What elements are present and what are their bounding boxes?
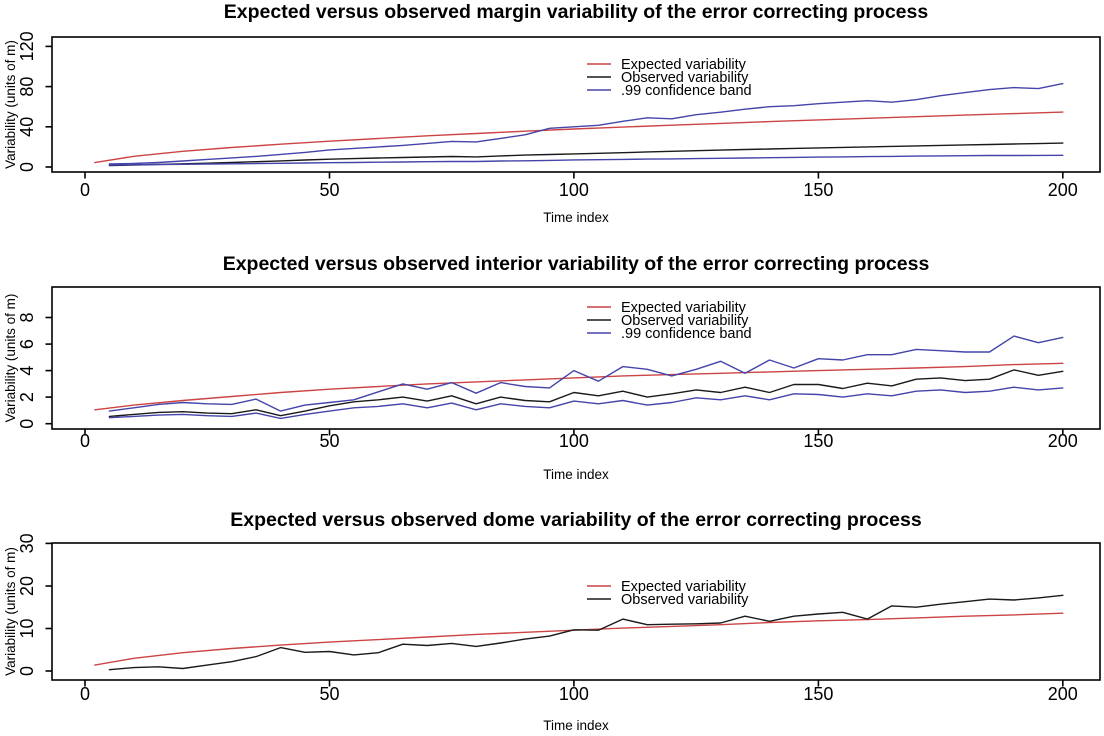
plot-box <box>51 36 1101 173</box>
series-line-observed <box>108 369 1064 418</box>
series-line-observed <box>108 594 1064 671</box>
legend-label-expected: Expected variability <box>621 57 747 73</box>
y-axis-label: Variability (units of m) <box>3 40 18 169</box>
x-tick-label: 100 <box>559 684 589 704</box>
y-tick-label: 20 <box>17 576 37 596</box>
chart-panel-interior: Expected versus observed interior variab… <box>3 253 1101 482</box>
x-tick-label: 50 <box>319 684 339 704</box>
series-line-expected <box>94 111 1064 164</box>
x-axis-label: Time index <box>543 467 609 482</box>
legend-label-band: .99 confidence band <box>621 326 752 342</box>
y-tick-label: 40 <box>17 117 37 137</box>
plot-box <box>51 286 1101 430</box>
y-tick-label: 0 <box>17 419 37 429</box>
x-axis-label: Time index <box>543 718 609 733</box>
y-tick-label: 0 <box>17 162 37 172</box>
x-tick-label: 150 <box>803 180 833 200</box>
series-line-band-lower <box>108 154 1064 166</box>
series-line-expected <box>94 362 1064 411</box>
y-tick-label: 120 <box>17 31 37 61</box>
y-tick-label: 2 <box>17 392 37 402</box>
y-tick-label: 4 <box>17 366 37 376</box>
x-tick-label: 100 <box>559 180 589 200</box>
x-tick-label: 50 <box>319 431 339 451</box>
legend-label-observed: Observed variability <box>621 592 749 608</box>
y-tick-label: 8 <box>17 312 37 322</box>
x-tick-label: 0 <box>80 180 90 200</box>
y-axis-label: Variability (units of m) <box>3 547 18 676</box>
x-axis: 0 50 100 150 200 Time index <box>80 680 1078 733</box>
x-tick-label: 200 <box>1048 431 1078 451</box>
y-tick-label: 30 <box>17 533 37 553</box>
x-axis-label: Time index <box>543 210 609 225</box>
legend-label-expected: Expected variability <box>621 579 747 595</box>
x-tick-label: 150 <box>803 684 833 704</box>
chart-panel-margin: Expected versus observed margin variabil… <box>3 1 1101 225</box>
y-tick-label: 80 <box>17 77 37 97</box>
plot-box <box>51 542 1101 681</box>
x-axis: 0 50 100 150 200 Time index <box>80 429 1078 482</box>
chart-title-dome: Expected versus observed dome variabilit… <box>230 509 922 531</box>
series-line-band-lower <box>108 386 1064 420</box>
y-tick-label: 0 <box>17 666 37 676</box>
x-tick-label: 0 <box>80 431 90 451</box>
x-tick-label: 50 <box>319 180 339 200</box>
legend-label-observed: Observed variability <box>621 313 749 329</box>
x-tick-label: 100 <box>559 431 589 451</box>
series-line-expected <box>94 612 1064 666</box>
y-tick-label: 6 <box>17 339 37 349</box>
x-axis: 0 50 100 150 200 Time index <box>80 172 1078 225</box>
chart-title-interior: Expected versus observed interior variab… <box>223 253 930 275</box>
legend-label-expected: Expected variability <box>621 300 747 316</box>
chart-title-margin: Expected versus observed margin variabil… <box>224 1 929 23</box>
x-tick-label: 200 <box>1048 684 1078 704</box>
y-axis-label: Variability (units of m) <box>3 294 18 423</box>
chart-panel-dome: Expected versus observed dome variabilit… <box>3 509 1101 733</box>
x-tick-label: 0 <box>80 684 90 704</box>
legend-label-band: .99 confidence band <box>621 83 752 99</box>
y-tick-label: 10 <box>17 618 37 638</box>
legend-label-observed: Observed variability <box>621 70 749 86</box>
series-line-band-upper <box>108 82 1064 165</box>
x-tick-label: 200 <box>1048 180 1078 200</box>
series-line-observed <box>108 142 1064 167</box>
x-tick-label: 150 <box>803 431 833 451</box>
series-line-band-upper <box>108 335 1064 412</box>
